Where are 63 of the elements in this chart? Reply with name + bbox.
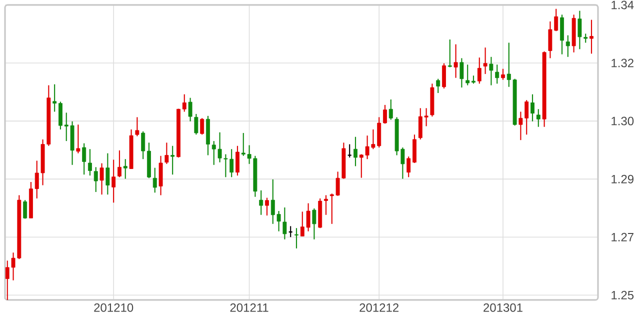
candlestick — [501, 68, 505, 80]
candlestick — [466, 64, 470, 86]
candlestick — [188, 97, 192, 122]
candlestick — [454, 44, 458, 78]
candlestick — [442, 62, 446, 90]
candlestick — [406, 156, 411, 178]
y-tick-label: 1.29 — [612, 174, 634, 184]
candlestick — [294, 228, 298, 249]
candlestick — [76, 124, 80, 154]
candlestick — [584, 33, 588, 44]
candlestick — [354, 136, 358, 167]
candlestick — [100, 162, 104, 196]
candlestick — [88, 148, 92, 176]
candlestick — [324, 194, 328, 216]
candlestick — [170, 145, 175, 176]
candlestick — [347, 144, 352, 158]
candlestick — [536, 108, 540, 128]
candlestick — [495, 64, 500, 84]
candlestick — [560, 14, 564, 55]
candlestick — [164, 142, 169, 164]
candlestick — [477, 57, 482, 84]
y-tick-label: 1.30 — [612, 116, 634, 126]
candlestick — [58, 101, 62, 130]
candlestick — [282, 206, 287, 240]
candlestick — [530, 94, 534, 122]
x-tick-label: 201210 — [94, 303, 134, 312]
y-tick-label: 1.32 — [612, 58, 634, 68]
candlestick — [436, 78, 440, 94]
candlestick — [106, 152, 110, 196]
candlestick — [388, 98, 393, 120]
candlestick — [112, 159, 116, 204]
candlestick — [383, 104, 387, 124]
candlestick — [265, 197, 269, 216]
x-tick-label: 201212 — [360, 303, 398, 312]
candlestick — [489, 56, 494, 86]
candlestick — [448, 38, 452, 68]
candlestick — [578, 10, 582, 50]
y-tick-label: 1.27 — [612, 232, 634, 242]
candlestick — [259, 190, 264, 216]
candlestick — [194, 113, 198, 136]
candlestick — [158, 155, 163, 196]
candlestick — [412, 134, 416, 164]
candlestick — [123, 158, 128, 180]
candlestick — [52, 84, 57, 112]
candlestick — [94, 166, 98, 193]
candlestick — [200, 118, 204, 136]
x-tick-label: 201211 — [230, 303, 268, 312]
y-tick-label: 1.34 — [612, 0, 634, 10]
candlestick — [460, 58, 464, 88]
y-tick-label: 1.25 — [612, 290, 634, 300]
candlestick — [566, 34, 570, 58]
candlestick — [182, 94, 186, 112]
x-tick-label: 201301 — [484, 303, 522, 312]
candlestick — [590, 19, 594, 54]
candlestick — [312, 208, 316, 240]
candlestick — [141, 130, 146, 160]
candlestick — [23, 200, 28, 220]
candlestick — [483, 47, 488, 75]
candlestick — [118, 150, 122, 178]
candlestick — [152, 167, 157, 194]
candlestick — [236, 145, 240, 176]
candlestick — [135, 116, 140, 137]
candlestick — [82, 142, 86, 176]
